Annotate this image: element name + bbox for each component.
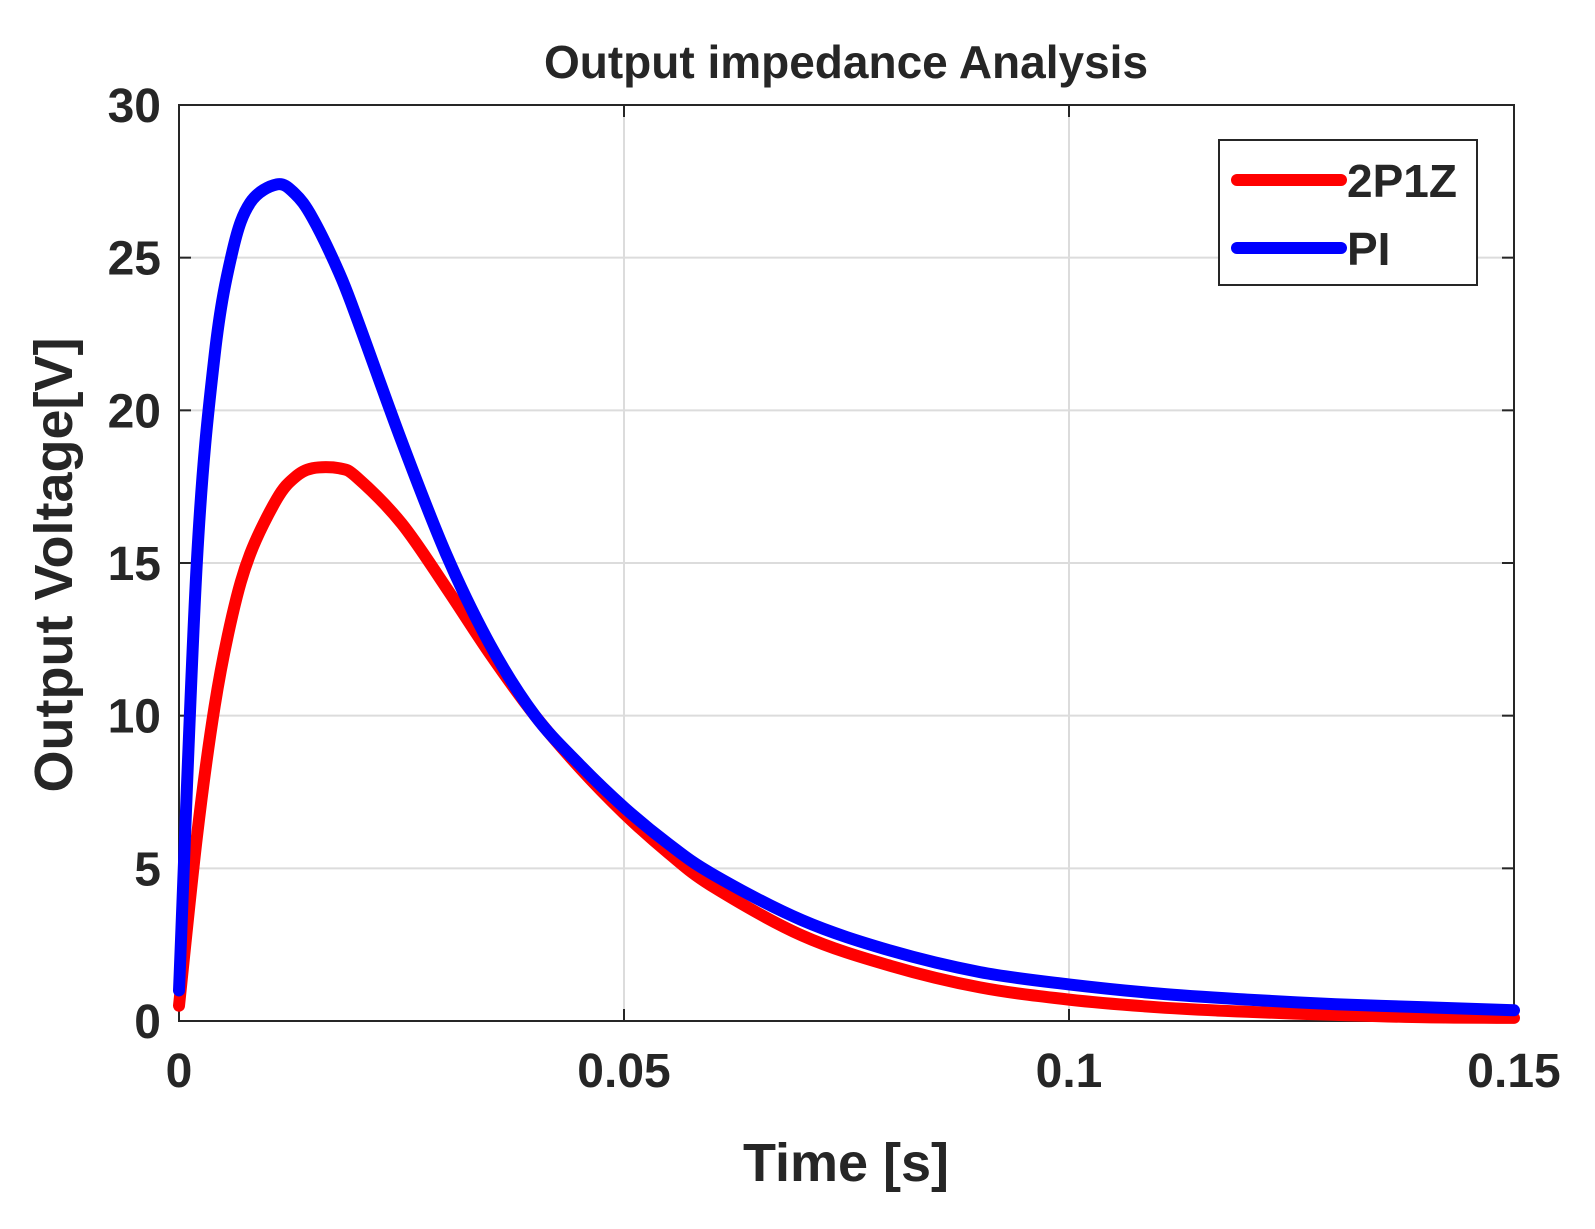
y-axis-ticks: 0 5 10 15 20 25 30 xyxy=(108,80,1514,1049)
legend-label-pi: PI xyxy=(1347,223,1390,275)
y-tick-label: 0 xyxy=(134,996,161,1049)
x-tick-label: 0.15 xyxy=(1467,1045,1560,1098)
legend: 2P1Z PI xyxy=(1218,139,1478,286)
y-tick-label: 10 xyxy=(108,691,161,744)
series-line-pi xyxy=(173,178,1520,1017)
legend-label-2p1z: 2P1Z xyxy=(1347,155,1457,207)
x-axis-ticks: 0 0.05 0.1 0.15 xyxy=(166,105,1561,1098)
y-tick-label: 15 xyxy=(108,538,161,591)
chart-title: Output impedance Analysis xyxy=(544,36,1148,88)
x-tick-label: 0 xyxy=(166,1045,193,1098)
x-tick-label: 0.1 xyxy=(1036,1045,1103,1098)
y-axis-label: Output Voltage[V] xyxy=(24,338,84,793)
x-tick-label: 0.05 xyxy=(577,1045,670,1098)
x-axis-label: Time [s] xyxy=(743,1133,949,1193)
y-tick-label: 25 xyxy=(108,233,161,286)
y-tick-label: 5 xyxy=(134,843,161,896)
y-tick-label: 20 xyxy=(108,385,161,438)
series-lines xyxy=(173,178,1520,1024)
y-tick-label: 30 xyxy=(108,80,161,133)
legend-box xyxy=(1218,139,1478,286)
